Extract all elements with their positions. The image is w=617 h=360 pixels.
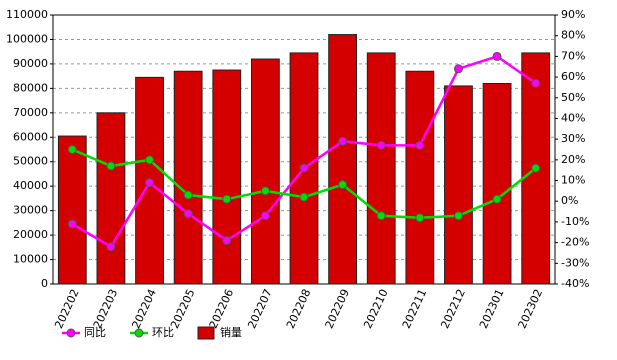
- bar: [250, 58, 280, 285]
- x-tick-label: 202202: [52, 287, 82, 331]
- marker: [453, 211, 463, 221]
- y-tick-label: 90000: [13, 57, 48, 70]
- marker: [222, 236, 232, 246]
- marker: [299, 163, 309, 173]
- x-tick-label: 202207: [245, 287, 275, 331]
- marker: [376, 211, 386, 221]
- x-tick-label: 202211: [400, 287, 430, 331]
- legend-marker: [134, 328, 144, 338]
- marker: [415, 140, 425, 150]
- marker: [260, 211, 270, 221]
- marker: [492, 194, 502, 204]
- legend-label: 销量: [220, 325, 242, 339]
- bar: [366, 52, 396, 285]
- y2-tick-label: -40%: [561, 277, 589, 290]
- y2-tick-label: 60%: [561, 70, 585, 83]
- bar: [212, 69, 242, 285]
- x-tick-label: 202302: [516, 287, 546, 331]
- y2-tick-label: -10%: [561, 215, 589, 228]
- y2-tick-label: 80%: [561, 29, 585, 42]
- x-tick-label: 202203: [91, 287, 121, 331]
- x-tick-label: 202208: [284, 287, 314, 331]
- bar: [444, 85, 473, 285]
- marker: [415, 213, 425, 223]
- legend-swatch: [197, 326, 215, 340]
- y2-tick-label: -20%: [561, 236, 589, 249]
- y-tick-label: 10000: [13, 253, 48, 266]
- bar: [57, 135, 87, 285]
- marker: [531, 163, 541, 173]
- y-tick-label: 30000: [13, 204, 48, 217]
- y-tick-label: 70000: [13, 106, 48, 119]
- y2-tick-label: 20%: [561, 153, 585, 166]
- marker: [492, 51, 502, 61]
- marker: [299, 192, 309, 202]
- marker: [106, 161, 116, 171]
- y2-tick-label: 30%: [561, 132, 585, 145]
- y2-tick-label: 40%: [561, 111, 585, 124]
- x-tick-label: 202210: [361, 287, 391, 331]
- y-tick-label: 50000: [13, 155, 48, 168]
- y2-tick-label: -30%: [561, 256, 589, 269]
- marker: [183, 209, 193, 219]
- bar: [405, 70, 435, 285]
- marker: [183, 190, 193, 200]
- legend-label: 同比: [84, 326, 106, 339]
- marker: [531, 78, 541, 88]
- marker: [338, 136, 348, 146]
- y-tick-label: 20000: [13, 228, 48, 241]
- y-tick-label: 100000: [6, 32, 48, 45]
- y2-tick-label: 10%: [561, 174, 585, 187]
- marker: [67, 145, 77, 154]
- marker: [145, 155, 155, 165]
- y2-tick-label: 90%: [561, 8, 585, 21]
- y-tick-label: 40000: [13, 179, 48, 192]
- x-tick-label: 202206: [207, 287, 237, 331]
- y-tick-label: 110000: [6, 8, 48, 21]
- x-tick-label: 202204: [129, 287, 159, 331]
- marker: [106, 242, 116, 252]
- bar: [328, 34, 358, 285]
- marker: [376, 140, 386, 150]
- bar: [96, 112, 126, 285]
- marker: [338, 180, 348, 190]
- x-tick-label: 202212: [438, 287, 468, 331]
- x-tick-label: 202209: [323, 287, 353, 331]
- y-tick-label: 80000: [13, 81, 48, 94]
- y-tick-label: 0: [41, 277, 48, 290]
- y2-tick-label: 50%: [561, 91, 585, 104]
- legend-marker: [66, 328, 76, 338]
- marker: [260, 186, 270, 196]
- marker: [453, 64, 463, 74]
- bar: [173, 70, 203, 285]
- marker: [222, 194, 232, 204]
- y2-tick-label: 70%: [561, 49, 585, 62]
- bar: [482, 82, 512, 285]
- marker: [67, 219, 77, 229]
- x-tick-label: 202205: [168, 287, 198, 331]
- y-tick-label: 60000: [13, 130, 48, 143]
- marker: [145, 178, 155, 188]
- legend-label: 环比: [152, 326, 174, 339]
- y2-tick-label: 0%: [561, 194, 578, 207]
- x-tick-label: 202301: [477, 287, 507, 331]
